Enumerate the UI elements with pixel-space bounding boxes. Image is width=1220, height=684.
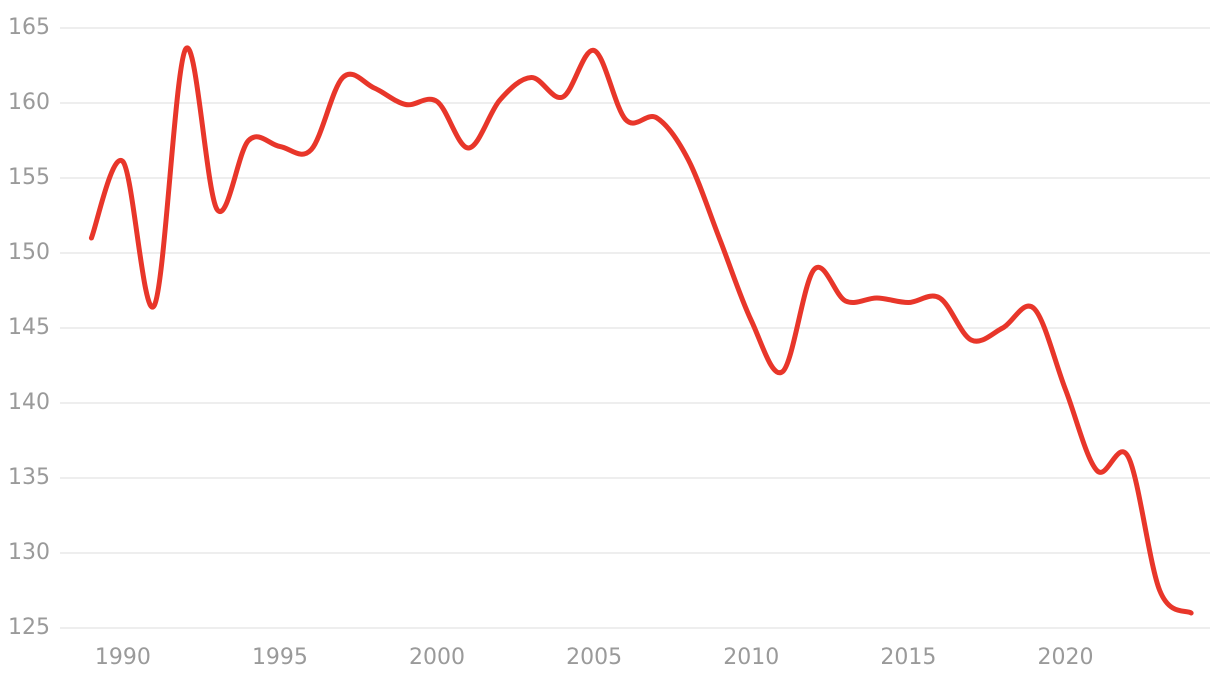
x-tick-label: 1990 [95,645,151,670]
y-tick-label: 130 [8,540,50,565]
x-tick-label: 2015 [880,645,936,670]
y-tick-label: 145 [8,315,50,340]
line [88,45,1194,616]
y-tick-label: 155 [8,165,50,190]
x-tick-label: 2005 [566,645,622,670]
y-tick-label: 125 [8,615,50,640]
y-tick-label: 140 [8,390,50,415]
y-tick-label: 135 [8,465,50,490]
x-tick-label: 2000 [409,645,465,670]
y-tick-label: 150 [8,240,50,265]
x-tick-label: 1995 [252,645,308,670]
x-tick-label: 2010 [723,645,779,670]
x-tick-label: 2020 [1037,645,1093,670]
y-tick-label: 160 [8,90,50,115]
y-tick-label: 165 [8,15,50,40]
